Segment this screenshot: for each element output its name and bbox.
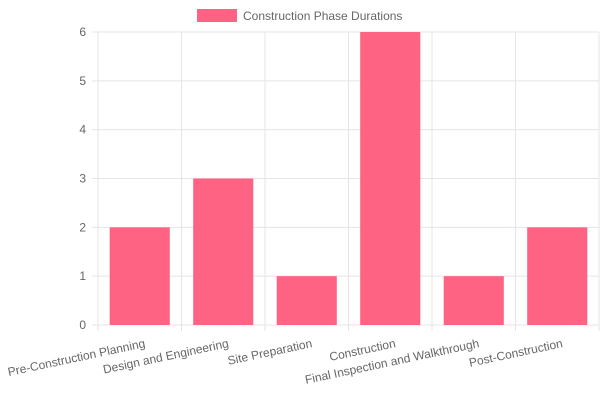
y-tick-label: 4 <box>79 123 86 137</box>
bar[interactable] <box>193 178 254 326</box>
legend-label: Construction Phase Durations <box>243 9 402 23</box>
legend[interactable]: Construction Phase Durations <box>197 9 402 23</box>
y-axis-ticks: 0 1 2 3 4 5 6 <box>79 25 86 332</box>
x-tick-label: Site Preparation <box>226 336 313 368</box>
bar[interactable] <box>443 276 504 325</box>
y-tick-label: 6 <box>79 25 86 39</box>
bar[interactable] <box>109 227 170 325</box>
y-tick-label: 2 <box>79 220 86 234</box>
legend-swatch <box>197 9 237 22</box>
bar[interactable] <box>276 276 337 325</box>
grid <box>92 31 600 331</box>
bars <box>109 32 588 326</box>
y-tick-label: 1 <box>79 269 86 283</box>
y-tick-label: 3 <box>79 172 86 186</box>
y-tick-label: 0 <box>79 318 86 332</box>
y-tick-label: 5 <box>79 74 86 88</box>
bar[interactable] <box>360 32 421 325</box>
x-tick-label: Post-Construction <box>468 336 564 370</box>
bar[interactable] <box>527 227 588 325</box>
